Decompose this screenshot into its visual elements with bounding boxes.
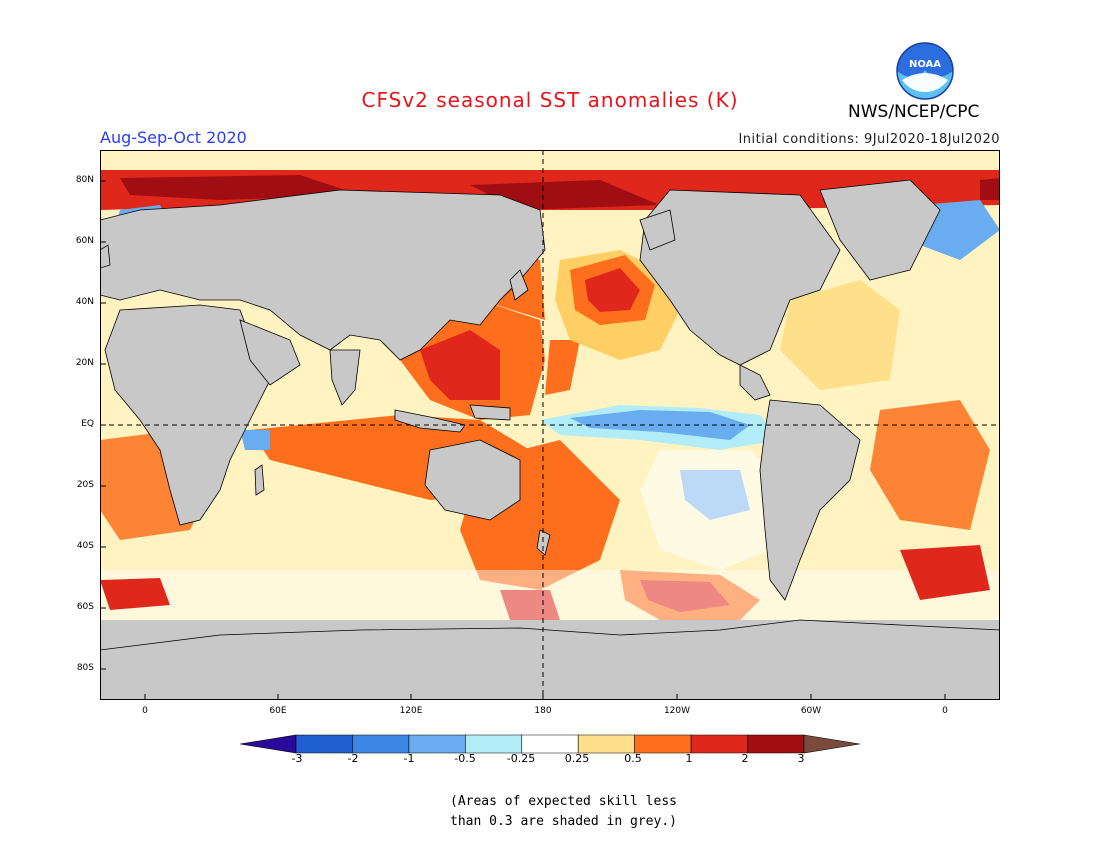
lon-label: 60E — [269, 706, 287, 716]
lat-label: EQ — [81, 419, 94, 429]
lon-label: 0 — [142, 706, 148, 716]
colorbar-label: -1 — [403, 752, 415, 765]
colorbar-bin — [690, 734, 748, 754]
lon-label: 180 — [534, 706, 552, 716]
initial-conditions: Initial conditions: 9Jul2020-18Jul2020 — [738, 132, 1000, 147]
chart-title: CFSv2 seasonal SST anomalies (K) — [361, 88, 739, 112]
colorbar-bin — [747, 734, 805, 754]
skill-note-line: than 0.3 are shaded in grey.) — [450, 814, 677, 829]
lon-label: 0 — [942, 706, 948, 716]
lon-label: 60W — [800, 706, 822, 716]
lat-label: 20N — [75, 358, 94, 368]
colorbar-bin — [295, 734, 353, 754]
colorbar-label: 3 — [797, 752, 805, 765]
colorbar-label: 1 — [685, 752, 693, 765]
colorbar-label: -0.25 — [506, 752, 536, 765]
lon-label: 120E — [399, 706, 423, 716]
agency-label: NWS/NCEP/CPC — [848, 102, 980, 122]
colorbar-bin — [408, 734, 466, 754]
lat-label: 40S — [76, 541, 94, 551]
colorbar-bin — [521, 734, 579, 754]
colorbar-bin — [634, 734, 692, 754]
colorbar-bin — [240, 734, 297, 754]
lat-label: 80N — [75, 175, 94, 185]
lat-label: 60S — [76, 602, 94, 612]
colorbar-label: 2 — [741, 752, 749, 765]
colorbar-bin — [577, 734, 635, 754]
lat-label: 20S — [76, 480, 94, 490]
forecast-period: Aug-Sep-Oct 2020 — [100, 128, 247, 147]
colorbar — [240, 734, 860, 754]
noaa-logo: NOAA — [895, 41, 955, 101]
colorbar-label: 0.25 — [564, 752, 590, 765]
colorbar-label: 0.5 — [624, 752, 642, 765]
lat-label: 40N — [75, 297, 94, 307]
colorbar-bin — [465, 734, 523, 754]
colorbar-label: -3 — [291, 752, 303, 765]
sst-anomaly-map — [100, 150, 1000, 700]
colorbar-label: -0.5 — [454, 752, 476, 765]
lat-label: 80S — [76, 663, 94, 673]
lat-label: 60N — [75, 236, 94, 246]
colorbar-bin — [803, 734, 860, 754]
map-ticks — [100, 180, 946, 700]
continents — [100, 179, 1000, 700]
colorbar-label: -2 — [347, 752, 359, 765]
skill-note-line: (Areas of expected skill less — [450, 794, 677, 809]
colorbar-bin — [352, 734, 410, 754]
skill-note: (Areas of expected skill less than 0.3 a… — [450, 792, 750, 832]
svg-text:NOAA: NOAA — [909, 59, 941, 70]
lon-label: 120W — [663, 706, 691, 716]
